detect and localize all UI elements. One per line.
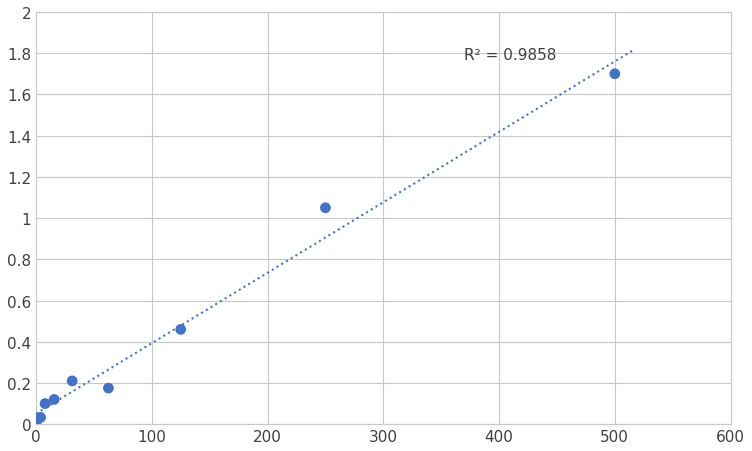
Point [35, 414, 47, 421]
Text: R² = 0.9858: R² = 0.9858 [464, 48, 556, 63]
Point [102, 385, 114, 392]
Point [320, 205, 332, 212]
Point [609, 71, 621, 78]
Point [66, 377, 78, 385]
Point [174, 326, 186, 333]
Point [31, 416, 43, 423]
Point [48, 396, 60, 403]
Point [39, 400, 51, 407]
